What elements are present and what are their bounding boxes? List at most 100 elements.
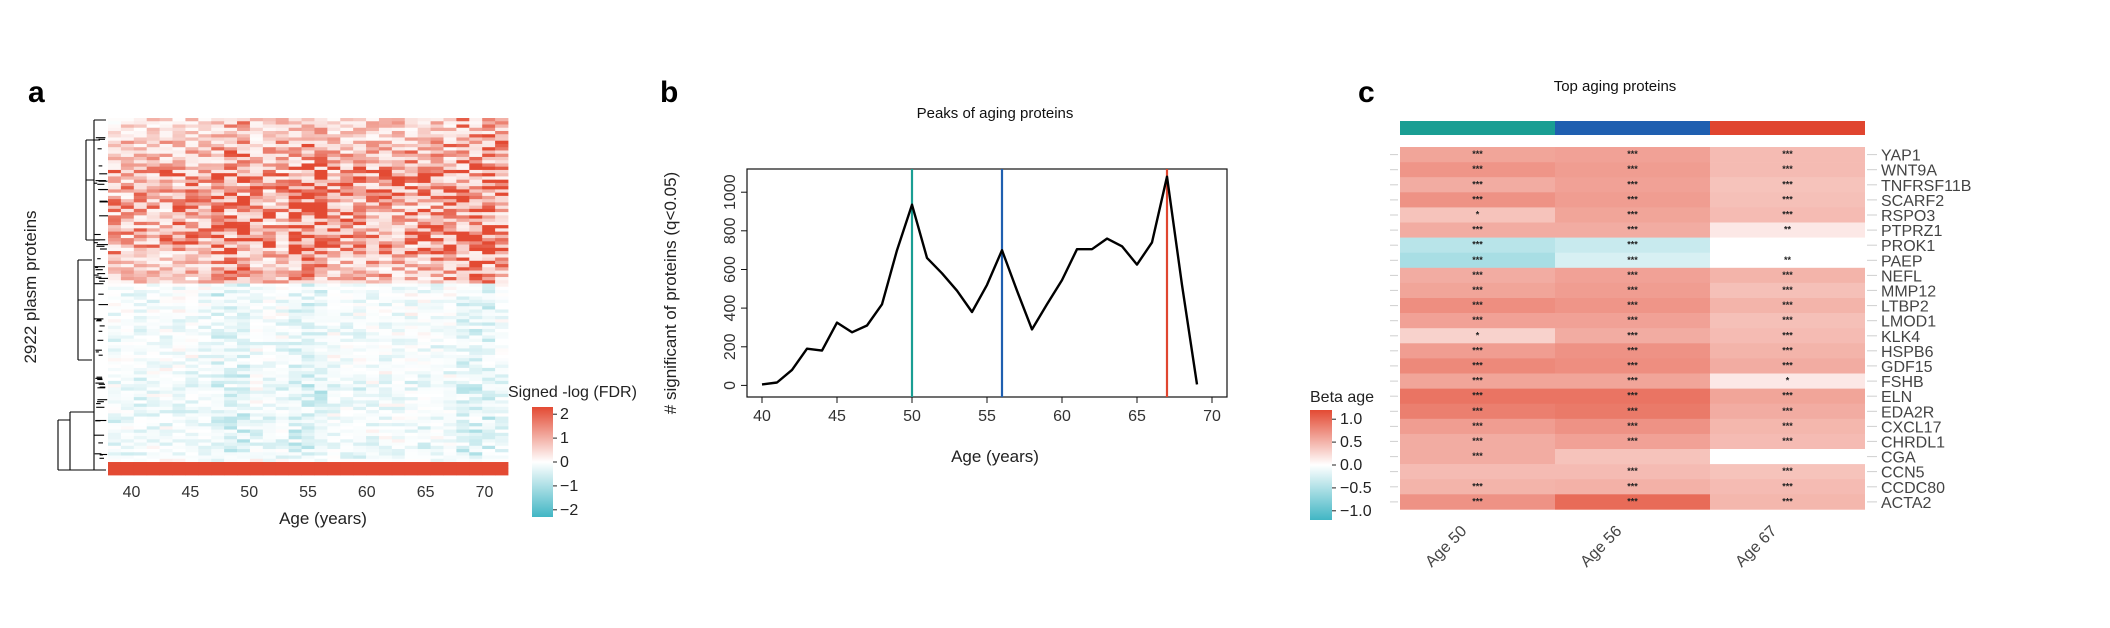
heatmap-a-cell [391, 299, 406, 304]
heatmap-a-cell [417, 286, 431, 291]
heatmap-a-cell [146, 215, 161, 220]
heatmap-a-cell [301, 156, 315, 161]
heatmap-a-cell [301, 182, 315, 187]
heatmap-a-cell [366, 280, 380, 284]
heatmap-a-cell [185, 270, 199, 275]
heatmap-a-cell [275, 231, 290, 236]
heatmap-c-cell [1710, 237, 1865, 253]
heatmap-a-cell [211, 173, 225, 177]
heatmap-a-cell [430, 426, 444, 430]
heatmap-a-cell [495, 410, 509, 414]
heatmap-a-cell [327, 465, 341, 469]
heatmap-a-cell [417, 130, 431, 135]
heatmap-a-cell [495, 267, 509, 271]
heatmap-a-cell [172, 225, 186, 229]
heatmap-a-cell [340, 367, 354, 372]
heatmap-a-cell [198, 358, 212, 362]
heatmap-a-cell [378, 182, 393, 187]
heatmap-a-cell [172, 254, 186, 258]
heatmap-a-cell [340, 442, 354, 447]
heatmap-a-cell [108, 130, 122, 135]
heatmap-a-cell [146, 124, 161, 129]
heatmap-a-cell [482, 254, 496, 258]
heatmap-a-cell [327, 403, 341, 408]
heatmap-a-cell [482, 124, 496, 129]
heatmap-a-cell [172, 127, 186, 132]
heatmap-a-cell [482, 212, 496, 216]
heatmap-a-cell [211, 264, 225, 268]
heatmap-a-cell [120, 283, 135, 288]
heatmap-a-cell [288, 199, 302, 203]
heatmap-a-cell [185, 186, 199, 190]
heatmap-a-cell [417, 189, 431, 194]
heatmap-a-cell [404, 186, 419, 190]
heatmap-a-cell [404, 458, 419, 463]
heatmap-a-cell [340, 471, 354, 476]
heatmap-a-cell [391, 452, 406, 456]
panel-a-x-tick-label: 55 [299, 484, 317, 501]
heatmap-a-cell [366, 140, 380, 145]
heatmap-a-cell [275, 312, 290, 317]
heatmap-a-cell [366, 124, 380, 129]
heatmap-a-cell [469, 124, 483, 129]
heatmap-a-cell [353, 241, 367, 245]
heatmap-a-cell [456, 286, 470, 291]
heatmap-a-cell [469, 400, 483, 404]
heatmap-a-cell [456, 442, 470, 447]
heatmap-a-cell [249, 351, 264, 356]
heatmap-a-cell [198, 432, 212, 437]
heatmap-a-cell [211, 306, 225, 310]
heatmap-a-cell [120, 302, 135, 307]
heatmap-a [108, 118, 509, 476]
heatmap-a-cell [262, 410, 277, 414]
heatmap-a-cell [108, 416, 122, 421]
heatmap-a-cell [262, 315, 277, 320]
heatmap-a-cell [443, 315, 457, 320]
heatmap-a-cell [443, 455, 457, 460]
heatmap-a-cell [249, 212, 264, 216]
heatmap-a-cell [249, 335, 264, 340]
heatmap-a-cell [224, 445, 238, 450]
heatmap-a-cell [249, 241, 264, 245]
heatmap-a-cell [327, 397, 341, 401]
heatmap-a-cell [275, 462, 290, 466]
heatmap-a-cell [482, 290, 496, 294]
heatmap-a-cell [378, 384, 393, 388]
heatmap-a-cell [366, 296, 380, 301]
heatmap-a-cell [417, 452, 431, 456]
heatmap-a-cell [430, 465, 444, 469]
heatmap-a-cell [443, 179, 457, 184]
heatmap-a-cell [314, 423, 328, 427]
heatmap-c-cell [1555, 358, 1710, 374]
heatmap-a-cell [275, 254, 290, 258]
heatmap-a-cell [391, 195, 406, 200]
heatmap-a-cell [288, 127, 302, 132]
heatmap-a-cell [327, 140, 341, 145]
heatmap-a-cell [417, 247, 431, 252]
heatmap-a-cell [353, 410, 367, 414]
heatmap-a-cell [340, 452, 354, 456]
heatmap-a-cell [198, 215, 212, 220]
heatmap-a-cell [495, 338, 509, 343]
heatmap-a-cell [211, 238, 225, 242]
heatmap-a-cell [146, 432, 161, 437]
heatmap-a-cell [301, 296, 315, 301]
heatmap-a-cell [172, 244, 186, 249]
heatmap-a-cell [146, 221, 161, 226]
heatmap-a-cell [443, 267, 457, 271]
heatmap-a-cell [417, 319, 431, 323]
heatmap-a-cell [443, 458, 457, 463]
heatmap-a-cell [120, 147, 135, 151]
heatmap-a-cell [159, 202, 173, 207]
heatmap-a-cell [353, 455, 367, 460]
heatmap-a-cell [456, 199, 470, 203]
heatmap-a-cell [495, 160, 509, 164]
heatmap-a-cell [146, 406, 161, 411]
heatmap-a-cell [482, 315, 496, 320]
heatmap-a-cell [237, 465, 251, 469]
heatmap-a-cell [327, 182, 341, 187]
heatmap-a-cell [469, 341, 483, 346]
heatmap-a-cell [288, 309, 302, 314]
heatmap-a-cell [159, 358, 173, 362]
heatmap-a-cell [133, 439, 148, 443]
